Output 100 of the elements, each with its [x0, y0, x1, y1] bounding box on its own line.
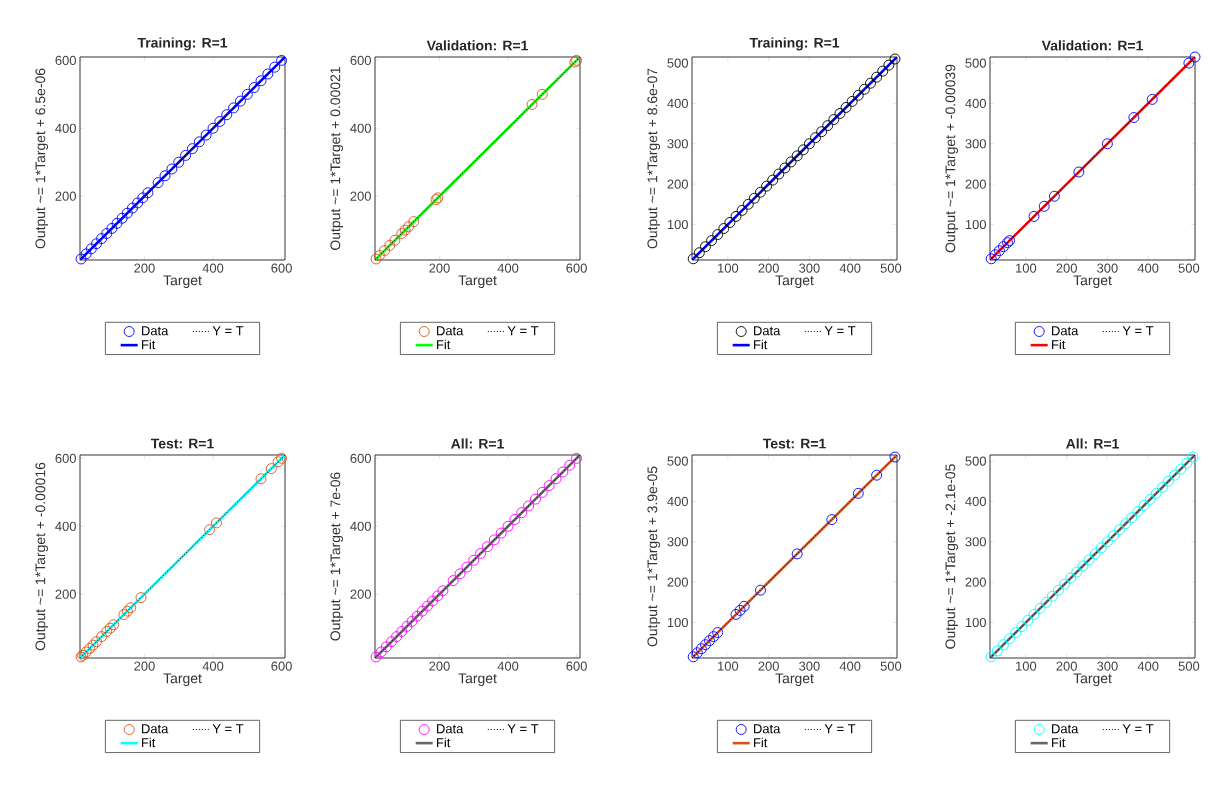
x-tick-label: 400	[1137, 661, 1159, 671]
legend-label: Y = T	[1122, 724, 1154, 734]
x-tick-label: 400	[202, 263, 224, 273]
y-tick-label: 300	[667, 139, 688, 149]
x-tick-label: 500	[880, 263, 902, 273]
x-tick-label: 500	[1178, 263, 1200, 273]
legend-label: Y = T	[824, 326, 856, 336]
y-tick-label: 400	[667, 496, 688, 506]
x-tick-label: 600	[566, 263, 587, 273]
legend-label: Y = T	[1122, 326, 1154, 336]
chart-title: Test: R=1	[762, 438, 826, 449]
legend-label: Data	[142, 724, 169, 734]
legend-label: Fit	[437, 737, 451, 748]
y-axis-title: Output ~= 1*Target + -0.00016	[35, 462, 49, 651]
x-tick-label: 200	[429, 661, 450, 671]
legend-label: Data	[754, 724, 781, 734]
y-tick-label: 200	[55, 589, 76, 599]
x-tick-label: 400	[839, 661, 861, 671]
y-tick-label: 400	[55, 521, 76, 531]
chart-title: All: R=1	[1066, 438, 1119, 449]
y-tick-label: 500	[965, 58, 986, 68]
x-tick-label: 500	[1178, 661, 1200, 671]
x-tick-label: 300	[799, 263, 820, 273]
y-axis-title: Output ~= 1*Target + 6.5e-06	[35, 68, 49, 249]
chart-title: Validation: R=1	[426, 40, 528, 51]
x-axis-title: Target	[458, 275, 497, 289]
x-tick-label: 200	[758, 661, 779, 671]
y-tick-label: 100	[667, 617, 688, 628]
x-tick-label: 300	[1097, 661, 1118, 671]
y-tick-label: 200	[667, 577, 688, 587]
chart-title: Validation: R=1	[1041, 40, 1143, 51]
y-tick-label: 400	[965, 98, 986, 108]
chart-title: Test: R=1	[150, 438, 214, 449]
x-tick-label: 200	[1056, 661, 1077, 671]
x-axis-title: Target	[775, 275, 814, 289]
y-tick-label: 200	[965, 179, 986, 189]
legend-label: Data	[142, 326, 169, 336]
legend-label: Fit	[142, 339, 156, 350]
y-tick-label: 600	[55, 453, 76, 463]
y-axis-title: Output ~= 1*Target + 3.9e-05	[647, 466, 661, 647]
legend-label: Data	[437, 724, 464, 734]
y-tick-label: 200	[55, 191, 76, 201]
y-tick-label: 600	[350, 453, 371, 463]
y-tick-label: 200	[667, 179, 688, 189]
x-tick-label: 400	[497, 263, 519, 273]
legend-label: Data	[754, 326, 781, 336]
x-axis-title: Target	[1073, 275, 1112, 289]
x-tick-label: 600	[271, 263, 292, 273]
legend-label: Y = T	[824, 724, 856, 734]
y-tick-label: 500	[667, 456, 688, 466]
x-axis-title: Target	[458, 673, 497, 687]
chart-title: Training: R=1	[137, 37, 228, 51]
y-tick-label: 400	[350, 123, 371, 133]
y-axis-title: Output ~= 1*Target + 7e-06	[330, 472, 344, 641]
x-tick-label: 600	[566, 661, 587, 671]
x-tick-label: 200	[134, 263, 155, 273]
y-tick-label: 300	[965, 139, 986, 149]
legend-label: Fit	[142, 737, 156, 748]
x-tick-label: 600	[271, 661, 292, 671]
legend-label: Data	[1052, 724, 1079, 734]
legend-label: Y = T	[507, 724, 539, 734]
x-tick-label: 100	[1016, 263, 1037, 273]
x-tick-label: 400	[839, 263, 861, 273]
x-axis-title: Target	[775, 673, 814, 687]
y-axis-title: Output ~= 1*Target + 8.6e-07	[647, 68, 661, 249]
y-tick-label: 600	[350, 55, 371, 65]
legend-label: Fit	[754, 339, 768, 350]
x-tick-label: 100	[1016, 661, 1037, 671]
y-tick-label: 400	[965, 496, 986, 506]
x-tick-label: 400	[497, 661, 519, 671]
x-tick-label: 100	[718, 263, 739, 273]
legend-label: Y = T	[507, 326, 539, 336]
chart-title: All: R=1	[451, 438, 504, 449]
y-tick-label: 400	[55, 123, 76, 133]
x-tick-label: 200	[758, 263, 779, 273]
y-tick-label: 200	[350, 191, 371, 201]
x-axis-title: Target	[163, 275, 202, 289]
y-tick-label: 300	[965, 537, 986, 547]
x-tick-label: 300	[1097, 263, 1118, 273]
y-tick-label: 500	[965, 456, 986, 466]
x-tick-label: 300	[799, 661, 820, 671]
y-axis-title: Output ~= 1*Target + -2.1e-05	[945, 464, 959, 649]
x-tick-label: 500	[880, 661, 902, 671]
x-tick-label: 100	[718, 661, 739, 671]
legend-label: Fit	[1052, 339, 1066, 350]
y-tick-label: 200	[965, 577, 986, 587]
y-tick-label: 400	[350, 521, 371, 531]
y-tick-label: 100	[667, 219, 688, 230]
legend-label: Data	[437, 326, 464, 336]
x-tick-label: 400	[202, 661, 224, 671]
legend-label: Fit	[437, 339, 451, 350]
y-axis-title: Output ~= 1*Target + -0.00039	[945, 64, 959, 253]
legend-label: Fit	[754, 737, 768, 748]
y-tick-label: 200	[350, 589, 371, 599]
x-tick-label: 200	[134, 661, 155, 671]
y-tick-label: 400	[667, 98, 688, 108]
y-tick-label: 100	[965, 219, 986, 230]
y-tick-label: 600	[55, 55, 76, 65]
legend-label: Data	[1052, 326, 1079, 336]
legend-label: Fit	[1052, 737, 1066, 748]
